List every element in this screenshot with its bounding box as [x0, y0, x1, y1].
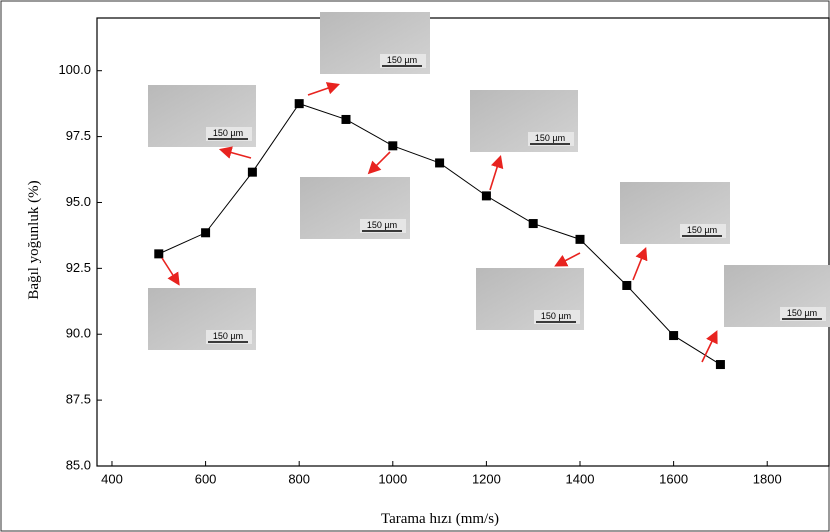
y-tick-label: 92.5 — [66, 260, 91, 275]
data-point — [341, 114, 351, 124]
data-point — [669, 331, 679, 341]
scale-label: 150 µm — [213, 331, 243, 341]
data-point — [715, 360, 725, 370]
x-tick-label: 600 — [195, 471, 217, 486]
scale-bar-bg — [680, 224, 726, 238]
scale-label: 150 µm — [367, 220, 397, 230]
data-point — [388, 141, 398, 151]
scale-bar-bg — [206, 127, 252, 141]
scale-label: 150 µm — [687, 225, 717, 235]
data-point — [294, 99, 304, 109]
data-point — [528, 219, 538, 229]
x-tick-label: 800 — [288, 471, 310, 486]
data-point — [154, 249, 164, 259]
data-point — [201, 228, 211, 238]
scale-bar-bg — [534, 310, 580, 324]
x-axis-label: Tarama hızı (mm/s) — [381, 511, 499, 527]
arrow — [554, 252, 581, 267]
y-tick-label: 95.0 — [66, 194, 91, 209]
arrow — [701, 330, 718, 363]
arrow — [307, 82, 341, 96]
x-tick-label: 1600 — [659, 471, 688, 486]
scale-bar-bg — [780, 307, 826, 321]
scale-label: 150 µm — [387, 55, 417, 65]
y-tick-label: 85.0 — [66, 457, 91, 472]
scale-bar-bg — [360, 219, 406, 233]
y-tick-label: 100.0 — [58, 62, 91, 77]
y-tick-label: 97.5 — [66, 128, 91, 143]
data-point — [622, 280, 632, 290]
x-tick-label: 1000 — [378, 471, 407, 486]
arrow — [367, 151, 391, 175]
scale-bar-bg — [380, 54, 426, 68]
arrow — [161, 257, 180, 286]
scale-label: 150 µm — [787, 308, 817, 318]
scale-label: 150 µm — [541, 311, 571, 321]
data-point — [247, 167, 257, 177]
arrow — [632, 247, 648, 281]
scale-bar-bg — [206, 330, 252, 344]
data-point — [481, 191, 491, 201]
y-tick-label: 90.0 — [66, 326, 91, 341]
data-point — [575, 234, 585, 244]
x-tick-label: 400 — [101, 471, 123, 486]
x-tick-label: 1200 — [472, 471, 501, 486]
scale-label: 150 µm — [213, 128, 243, 138]
x-tick-label: 1800 — [753, 471, 782, 486]
plot-area — [96, 17, 830, 467]
scale-label: 150 µm — [535, 133, 565, 143]
arrow — [218, 146, 252, 159]
y-axis-label: Bağıl yoğunluk (%) — [26, 180, 42, 299]
y-tick-label: 87.5 — [66, 392, 91, 407]
x-tick-label: 1400 — [566, 471, 595, 486]
scale-bar-bg — [528, 132, 574, 146]
arrow — [489, 154, 504, 191]
data-point — [435, 158, 445, 168]
